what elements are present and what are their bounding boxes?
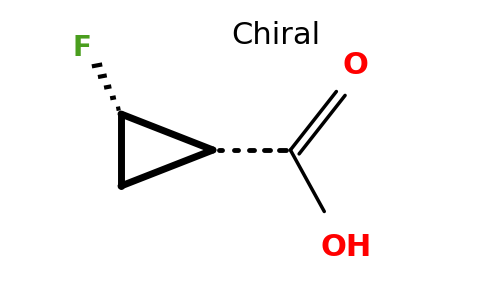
Text: O: O	[343, 52, 369, 80]
Text: OH: OH	[320, 233, 372, 262]
Text: Chiral: Chiral	[231, 22, 320, 50]
Text: F: F	[73, 34, 91, 62]
